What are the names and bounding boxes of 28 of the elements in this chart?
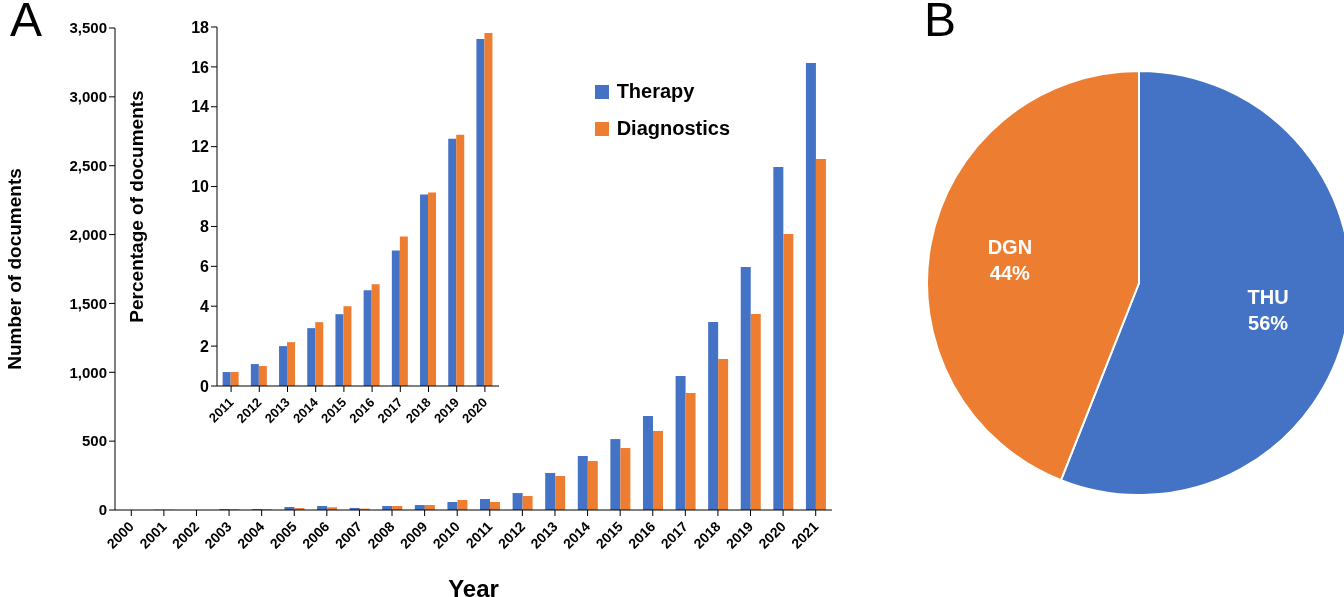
legend-label: Therapy xyxy=(616,80,695,103)
slice-label: THU xyxy=(1247,285,1289,308)
y-tick-label: 18 xyxy=(191,18,210,36)
y-tick-label: 1,000 xyxy=(69,363,107,381)
y-tick-label: 6 xyxy=(200,258,210,276)
y-tick-label: 1,500 xyxy=(69,294,107,312)
y-tick-label: 14 xyxy=(191,98,210,116)
y-tick-label: 2,500 xyxy=(69,157,107,175)
data-label: 44% xyxy=(989,262,1031,285)
y-tick-label: 10 xyxy=(191,178,210,196)
text: B xyxy=(924,0,957,47)
text: A xyxy=(10,0,43,47)
y-tick-label: 8 xyxy=(200,218,210,236)
y-tick-label: 2 xyxy=(200,337,210,355)
y-tick-label: 2,000 xyxy=(69,225,107,243)
y-tick-label: 0 xyxy=(98,501,107,519)
slice-label: DGN xyxy=(987,236,1033,259)
y-tick-label: 12 xyxy=(191,138,210,156)
y-tick-label: 16 xyxy=(191,58,210,76)
x-axis-title: Year xyxy=(448,575,499,597)
data-label: 56% xyxy=(1248,311,1289,334)
y-axis-title: Number of documents xyxy=(3,168,25,370)
y-tick-label: 500 xyxy=(81,432,107,450)
legend-label: Diagnostics xyxy=(616,117,730,140)
y-tick-label: 4 xyxy=(200,297,210,315)
y-tick-label: 3,500 xyxy=(69,19,107,37)
y-tick-label: 3,000 xyxy=(69,88,107,106)
y-tick-label: 0 xyxy=(200,377,210,395)
